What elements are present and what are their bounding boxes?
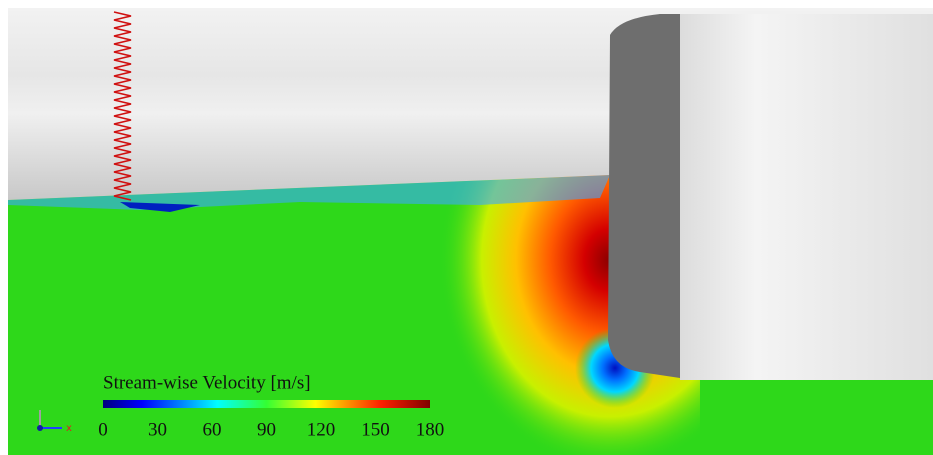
colorbar — [103, 400, 430, 408]
axes-triad: x — [37, 410, 72, 434]
colorbar-title: Stream-wise Velocity [m/s] — [103, 372, 311, 393]
nacelle — [680, 14, 933, 380]
boundary-layer — [8, 175, 610, 210]
colorbar-tick-label: 150 — [361, 419, 390, 440]
nacelle-lip — [608, 14, 690, 378]
colorbar-tick-label: 90 — [257, 419, 276, 440]
colorbar-tick-label: 60 — [203, 419, 222, 440]
wing — [8, 8, 933, 200]
vortex-generator — [113, 11, 132, 201]
separation — [120, 202, 200, 212]
colorbar-ticks: 0 30 60 90 120 150 180 — [98, 419, 444, 440]
triad-x-label: x — [66, 423, 72, 434]
colorbar-tick-label: 0 — [98, 419, 108, 440]
colorbar-tick-label: 30 — [148, 419, 167, 440]
colorbar-tick-label: 180 — [416, 419, 445, 440]
colorbar-tick-label: 120 — [307, 419, 336, 440]
